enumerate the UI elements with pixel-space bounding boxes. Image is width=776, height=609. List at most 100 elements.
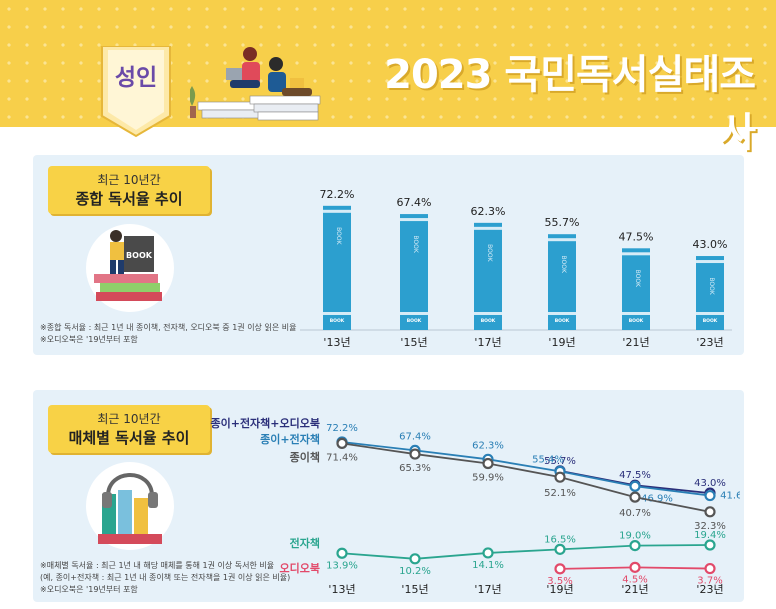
- series-name-label: 종이책: [290, 450, 320, 464]
- series-value-label: 46.9%: [641, 493, 673, 504]
- series-value-label: 19.0%: [619, 531, 651, 542]
- series-line: [341, 442, 711, 513]
- adult-ribbon: [101, 46, 171, 138]
- line-category-label: '17년: [474, 583, 501, 596]
- media-section-badge: 최근 10년간 매체별 독서율 추이: [48, 405, 210, 453]
- section1-subtitle: 최근 10년간: [97, 173, 161, 187]
- section1-note-2: ※오디오북은 '19년부터 포함: [40, 335, 138, 344]
- series-value-label: 62.3%: [472, 440, 504, 451]
- series-value-label: 65.3%: [399, 463, 431, 474]
- line-category-label: '15년: [401, 583, 428, 596]
- bar-bottom-stripe: [622, 312, 650, 315]
- series-point: [482, 457, 494, 470]
- bar-value-label: 67.4%: [397, 196, 432, 209]
- series-point: [704, 506, 716, 518]
- series-name-label: 오디오북: [280, 561, 320, 575]
- bar-category-label: '17년: [474, 336, 501, 349]
- page-title: 2023 국민독서실태조사: [384, 52, 756, 156]
- series-value-label: 52.1%: [544, 488, 576, 499]
- bar: [548, 234, 576, 330]
- section1-title: 종합 독서율 추이: [75, 190, 183, 208]
- reader-books-illustration: BOOK: [86, 224, 174, 312]
- series-value-label: 10.2%: [399, 566, 431, 577]
- section1-note-1: ※종합 독서율 : 최근 1년 내 종이책, 전자책, 오디오북 중 1권 이상…: [40, 323, 297, 332]
- line-category-label: '13년: [328, 583, 355, 596]
- bar: [696, 256, 724, 330]
- series-value-label: 59.9%: [472, 473, 504, 484]
- bar-bottom-stripe: [548, 312, 576, 315]
- bar-book-label: BOOK: [629, 318, 644, 324]
- reading-people-illustration: [190, 47, 321, 121]
- bar-book-label: BOOK: [407, 318, 422, 324]
- section2-title: 매체별 독서율 추이: [68, 429, 190, 447]
- series-value-label: 14.1%: [472, 560, 504, 571]
- bar: [400, 214, 428, 330]
- series-value-label: 40.7%: [619, 508, 651, 519]
- section2-subtitle: 최근 10년간: [97, 412, 161, 426]
- series-value-label: 19.4%: [694, 530, 726, 541]
- series-point: [409, 448, 421, 460]
- series-value-label: 3.5%: [547, 576, 572, 587]
- section2-note-1: ※매체별 독서율 : 최근 1년 내 해당 매체를 통해 1권 이상 독서한 비…: [40, 561, 275, 570]
- series-value-label: 72.2%: [326, 423, 358, 434]
- bar-bottom-stripe: [696, 312, 724, 315]
- svg-text:BOOK: BOOK: [126, 251, 153, 260]
- series-point: [482, 547, 494, 559]
- bar-bottom-stripe: [323, 312, 351, 315]
- bar-top-stripe: [474, 226, 502, 230]
- series-value-label: 3.7%: [697, 576, 722, 587]
- series-point: [629, 491, 641, 503]
- series-point: [704, 489, 716, 502]
- overall-section-badge: 최근 10년간 종합 독서율 추이: [48, 166, 210, 214]
- bar-top-stripe: [548, 238, 576, 242]
- bar-book-label: BOOK: [555, 318, 570, 324]
- bar-category-label: '13년: [323, 336, 350, 349]
- bar-top-stripe: [622, 252, 650, 256]
- series-name-label: 종이+전자책: [260, 432, 320, 446]
- series-point: [554, 543, 566, 555]
- series-line: [341, 544, 711, 560]
- bar-book-label: BOOK: [330, 318, 345, 324]
- line-category-label: '21년: [621, 583, 648, 596]
- series-value-label: 55.7%: [544, 456, 576, 467]
- bar-book-label: BOOK: [703, 318, 718, 324]
- series-point: [629, 561, 641, 573]
- bar-spine-text: BOOK: [708, 277, 715, 295]
- line-category-label: '19년: [546, 583, 573, 596]
- bar-value-label: 47.5%: [619, 230, 654, 243]
- series-point: [704, 539, 716, 551]
- adult-badge-label: 성인: [114, 65, 158, 91]
- bar: [622, 248, 650, 330]
- series-value-label: 32.3%: [694, 521, 726, 532]
- series-point: [554, 563, 566, 575]
- series-value-label: 41.6%: [720, 491, 740, 502]
- series-line: [341, 441, 711, 497]
- series-value-label: 13.9%: [326, 560, 358, 571]
- series-name-label: 종이+전자책+오디오북: [210, 416, 320, 430]
- bar-bottom-stripe: [400, 312, 428, 315]
- series-point: [629, 480, 641, 492]
- series-value-label: 55.4%: [532, 454, 564, 465]
- series-value-label: 16.5%: [544, 534, 576, 545]
- bar-value-label: 55.7%: [545, 216, 580, 229]
- series-point: [336, 547, 348, 559]
- headphone-books-illustration: [86, 462, 174, 550]
- series-value-label: 4.5%: [622, 574, 647, 585]
- series-name-label: 전자책: [290, 536, 320, 550]
- media-reading-line-chart: 55.7% 47.5% 43.0% 72.2% 67.4% 62.3% 55.4% 46.9%…: [210, 416, 740, 596]
- bar-top-stripe: [696, 260, 724, 264]
- series-point: [336, 437, 348, 450]
- section2-note-3: ※오디오북은 '19년부터 포함: [40, 585, 138, 594]
- bar-bottom-stripe: [474, 312, 502, 315]
- bar-category-label: '15년: [400, 336, 427, 349]
- series-point: [629, 540, 641, 552]
- bar-value-label: 72.2%: [320, 188, 355, 201]
- section2-note-2: (예, 종이+전자책 : 최근 1년 내 종이책 또는 전자책을 1권 이상 읽…: [40, 573, 291, 582]
- bar: [323, 205, 351, 330]
- bar-top-stripe: [400, 218, 428, 222]
- bar-spine-text: BOOK: [560, 256, 567, 274]
- bar-category-label: '19년: [548, 336, 575, 349]
- bar-value-label: 62.3%: [471, 205, 506, 218]
- bar-spine-text: BOOK: [412, 235, 419, 253]
- bar-book-label: BOOK: [481, 318, 496, 324]
